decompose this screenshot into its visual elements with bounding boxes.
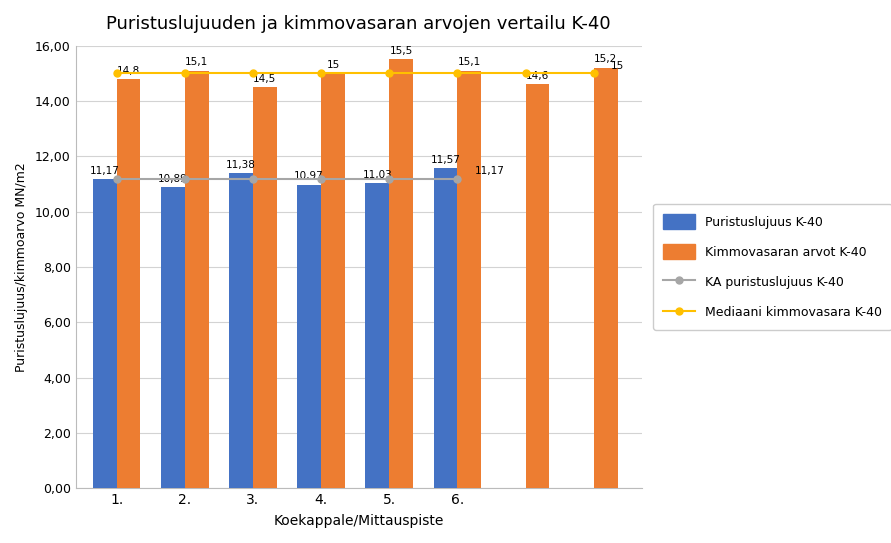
Text: 15,2: 15,2 — [594, 54, 617, 65]
Bar — [389, 60, 413, 488]
Title: Puristuslujuuden ja kimmovasaran arvojen vertailu K-40: Puristuslujuuden ja kimmovasaran arvojen… — [106, 15, 611, 33]
Bar — [434, 168, 457, 488]
Bar — [161, 187, 184, 488]
Bar — [298, 185, 321, 488]
Text: 15,5: 15,5 — [389, 46, 413, 56]
Text: 11,57: 11,57 — [430, 155, 461, 165]
Text: 11,38: 11,38 — [226, 160, 256, 170]
Text: 11,17: 11,17 — [90, 166, 119, 176]
Bar — [229, 173, 253, 488]
Bar — [593, 68, 617, 488]
Bar — [253, 87, 277, 488]
Bar — [321, 73, 345, 488]
Text: 10,97: 10,97 — [294, 172, 324, 181]
Bar — [526, 84, 550, 488]
X-axis label: Koekappale/Mittauspiste: Koekappale/Mittauspiste — [274, 514, 444, 528]
Text: 11,03: 11,03 — [363, 170, 392, 180]
Text: 14,8: 14,8 — [117, 66, 140, 75]
Bar — [117, 79, 141, 488]
Text: 14,6: 14,6 — [526, 71, 549, 81]
Bar — [457, 71, 481, 488]
Text: 15: 15 — [611, 61, 625, 71]
Text: 15,1: 15,1 — [458, 57, 481, 67]
Bar — [184, 71, 208, 488]
Y-axis label: Puristuslujuus/kimmoarvo MN/m2: Puristuslujuus/kimmoarvo MN/m2 — [15, 162, 28, 372]
Legend: Puristuslujuus K-40, Kimmovasaran arvot K-40, KA puristuslujuus K-40, Mediaani k: Puristuslujuus K-40, Kimmovasaran arvot … — [653, 204, 891, 330]
Text: 15,1: 15,1 — [185, 57, 208, 67]
Text: 10,89: 10,89 — [158, 174, 188, 184]
Bar — [365, 183, 389, 488]
Text: 14,5: 14,5 — [253, 74, 276, 84]
Text: 11,17: 11,17 — [475, 167, 504, 176]
Bar — [93, 179, 117, 488]
Text: 15: 15 — [326, 60, 339, 70]
